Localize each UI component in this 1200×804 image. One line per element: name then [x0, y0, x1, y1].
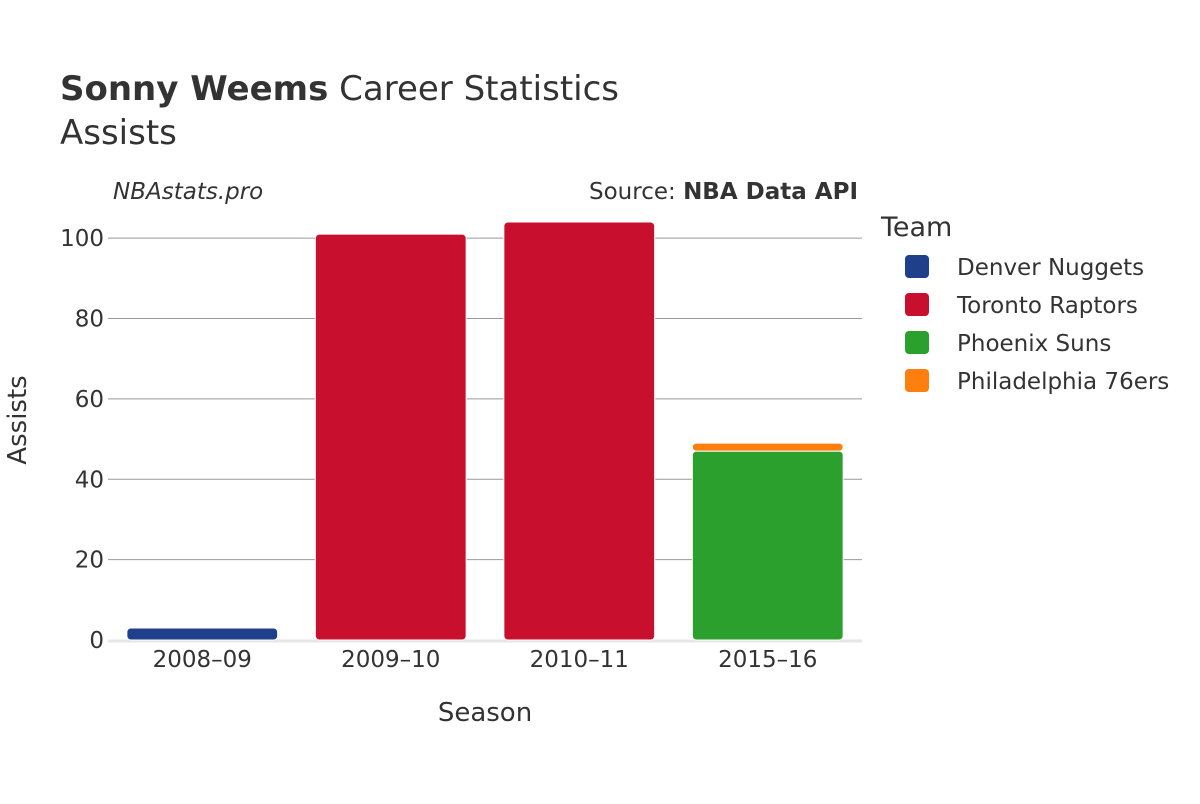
y-tick-label: 40: [75, 467, 104, 493]
y-axis-label: Assists: [3, 375, 33, 464]
player-name: Sonny Weems: [60, 69, 328, 109]
legend-label: Toronto Raptors: [956, 293, 1138, 319]
legend-item[interactable]: Denver Nuggets: [905, 255, 1144, 281]
bar-denver-nuggets[interactable]: [126, 627, 279, 641]
chart-subtitle: Assists: [60, 113, 177, 153]
legend-item[interactable]: Philadelphia 76ers: [905, 369, 1169, 395]
legend-label: Phoenix Suns: [957, 331, 1111, 357]
legend-swatch: [905, 293, 929, 316]
watermark: NBAstats.pro: [113, 179, 263, 205]
legend-label: Denver Nuggets: [957, 255, 1144, 281]
legend-swatch: [905, 255, 929, 278]
y-tick-label: 20: [75, 548, 104, 574]
legend-swatch: [905, 369, 929, 392]
y-tick-label: 60: [75, 387, 104, 413]
x-tick-labels: 2008–09 2009–10 2010–11 2015–16: [153, 647, 818, 673]
y-tick-label: 0: [89, 628, 104, 654]
x-tick-label: 2009–10: [341, 647, 440, 673]
legend-item[interactable]: Toronto Raptors: [905, 293, 1138, 319]
bars: [126, 221, 844, 641]
legend-item[interactable]: Phoenix Suns: [905, 331, 1111, 357]
bar-philadelphia-76ers[interactable]: [691, 442, 844, 452]
bar-toronto-raptors[interactable]: [314, 233, 467, 641]
y-tick-labels: 0 20 40 60 80 100: [60, 226, 104, 654]
legend-swatch: [905, 331, 929, 354]
source-prefix: Source:: [589, 179, 683, 205]
title-suffix: Career Statistics: [328, 69, 619, 109]
x-tick-label: 2010–11: [530, 647, 629, 673]
x-tick-label: 2015–16: [718, 647, 817, 673]
gridlines: [108, 237, 862, 643]
legend-label: Philadelphia 76ers: [957, 369, 1169, 395]
x-axis-label: Season: [438, 698, 532, 728]
legend: Team Denver Nuggets Toronto Raptors Phoeni…: [880, 212, 1169, 395]
y-tick-label: 80: [75, 307, 104, 333]
bar-phoenix-suns[interactable]: [691, 450, 844, 641]
chart-title: Sonny Weems Career Statistics: [60, 69, 619, 109]
x-tick-label: 2008–09: [153, 647, 252, 673]
bar-toronto-raptors[interactable]: [503, 221, 656, 641]
source-text: Source: NBA Data API: [589, 179, 858, 205]
y-tick-label: 100: [60, 226, 104, 252]
legend-title: Team: [880, 212, 952, 243]
source-name: NBA Data API: [683, 179, 858, 205]
